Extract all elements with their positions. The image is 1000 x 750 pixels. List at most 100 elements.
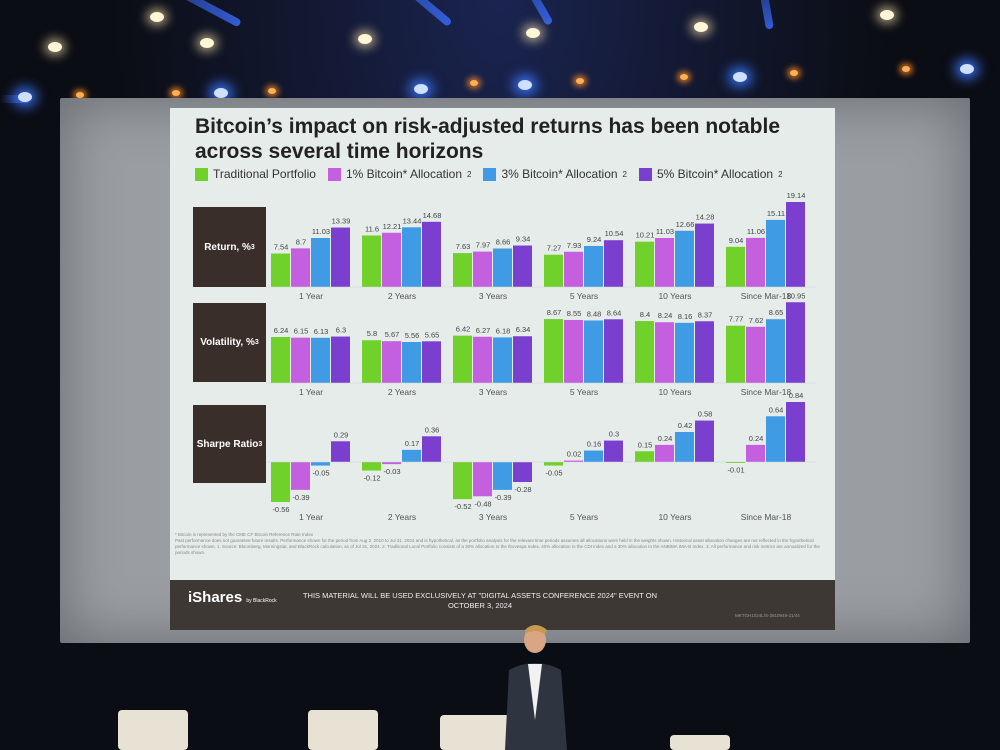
data-label: 19.14 [787,191,806,200]
stage-lamp [358,34,372,44]
bar-2-5-1 [746,444,765,462]
stage-lamp [733,72,747,82]
bar-1-4-2 [675,322,694,383]
data-label: -0.28 [514,485,531,494]
speaker-figure [505,625,567,750]
data-label: 0.58 [698,410,713,419]
bar-1-1-2 [402,341,421,383]
data-label: 11.03 [656,227,674,236]
bar-1-1-1 [382,341,401,383]
data-label: 8.16 [678,312,693,321]
data-label: -0.03 [383,467,400,476]
bar-2-5-2 [766,416,785,462]
bar-0-2-0 [453,253,472,287]
legend-item: 5% Bitcoin* Allocation 2 [639,167,783,181]
data-label: 10.54 [605,229,624,238]
bar-2-2-3 [513,462,532,482]
bar-2-5-0 [726,462,745,463]
ishares-logo: iShares by BlackRock [188,589,277,606]
data-label: 6.42 [456,325,471,334]
footnote-marker: 3 [254,339,259,346]
stage-lamp [790,70,798,76]
brand-name: iShares [188,589,243,606]
category-label: 5 Years [570,512,598,522]
legend-item: 3% Bitcoin* Allocation 2 [483,167,627,181]
bar-1-5-3 [786,302,805,383]
bar-2-2-1 [473,462,492,497]
stage-lamp [680,74,688,80]
bar-2-0-1 [291,462,310,490]
category-label: 1 Year [299,512,323,522]
data-label: 11.03 [312,227,330,236]
footnote-marker: 2 [622,169,627,179]
data-label: 14.68 [423,211,442,220]
data-label: 8.65 [769,308,784,317]
category-label: 5 Years [570,387,598,397]
data-label: -0.48 [474,499,491,508]
data-label: 9.34 [516,235,531,244]
data-label: 12.21 [383,222,402,231]
data-label: 10.95 [787,291,806,300]
bar-2-0-0 [271,462,290,502]
bar-1-2-2 [493,337,512,383]
bar-0-2-2 [493,248,512,287]
category-label: 3 Years [479,512,507,522]
data-label: 8.48 [587,309,602,318]
stage-light-beam [0,95,30,103]
data-label: 0.36 [425,425,440,434]
category-label: Since Mar-18 [741,512,792,522]
bar-1-3-2 [584,320,603,383]
legend-label: Traditional Portfolio [213,167,316,181]
stage-lamp [576,78,584,84]
footnote-marker: 2 [778,169,783,179]
stage-lamp [18,92,32,102]
stage-lamp [48,42,62,52]
data-label: 0.17 [405,439,420,448]
event-disclaimer: THIS MATERIAL WILL BE USED EXCLUSIVELY A… [302,591,658,610]
category-label: 3 Years [479,387,507,397]
data-label: 8.67 [547,308,562,317]
data-label: 5.56 [405,331,420,340]
panel-label-text: Volatility, % [200,337,255,348]
data-label: 0.02 [567,450,582,459]
stage-lamp [694,22,708,32]
slide-footer-band [170,580,835,630]
data-label: 0.24 [658,434,673,443]
category-label: 1 Year [299,291,323,301]
panel-label-return: Return, % 3 [193,207,266,287]
stage-lamp [880,10,894,20]
bar-1-1-3 [422,341,441,383]
data-label: -0.05 [312,469,329,478]
bar-1-4-1 [655,322,674,383]
bar-0-2-1 [473,251,492,287]
bar-0-4-1 [655,238,674,287]
material-code: MKTGH1024L/S-3910949-21/44 [735,613,800,618]
bar-0-4-2 [675,230,694,287]
data-label: 8.4 [640,310,650,319]
data-label: 8.64 [607,308,622,317]
bar-1-0-3 [331,336,350,383]
data-label: 6.18 [496,326,511,335]
category-label: 10 Years [658,291,691,301]
category-label: 3 Years [479,291,507,301]
bar-2-0-3 [331,441,350,462]
data-label: 7.62 [749,316,764,325]
slide-title: Bitcoin’s impact on risk-adjusted return… [195,115,781,163]
bar-1-1-0 [362,340,381,383]
category-label: 10 Years [658,387,691,397]
data-label: 6.15 [294,327,309,336]
bar-2-2-2 [493,462,512,490]
stage-lamp [960,64,974,74]
data-label: 0.24 [749,434,764,443]
category-label: Since Mar-18 [741,387,792,397]
bar-2-3-1 [564,460,583,462]
data-label: 13.39 [332,217,351,226]
bar-1-5-0 [726,325,745,383]
chair [118,710,188,750]
bar-2-3-2 [584,450,603,462]
data-label: 8.37 [698,310,713,319]
chair [440,715,510,750]
bar-0-5-3 [786,202,805,287]
data-label: 12.66 [676,220,695,229]
